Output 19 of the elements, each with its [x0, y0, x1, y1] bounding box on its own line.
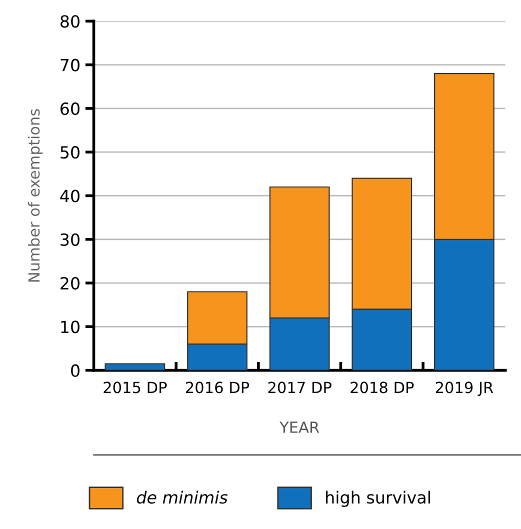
y-tick-label: 50	[60, 146, 80, 159]
y-tick-label: 80	[60, 15, 80, 28]
x-tick-label: 2019 JR	[436, 382, 494, 396]
y-tick-label: 70	[60, 58, 80, 72]
y-tick-label: 40	[60, 190, 80, 202]
x-axis-title: YEAR	[280, 422, 320, 433]
y-tick-label: 60	[60, 102, 80, 116]
x-tick-label: 2016 DP	[186, 382, 250, 394]
legend-label: de minimis	[136, 490, 228, 504]
y-tick-label: 30	[60, 233, 80, 246]
legend-label: high survival	[326, 490, 430, 507]
x-tick-label: 2017 DP	[268, 382, 332, 394]
x-tick-label: 2018 DP	[350, 382, 414, 394]
bar	[104, 363, 166, 370]
y-tick-label: 10	[61, 320, 80, 334]
y-axis-title: Number of exemptions	[28, 109, 43, 282]
x-tick-label: 2015 DP	[104, 382, 167, 394]
y-tick-label: 20	[60, 276, 80, 290]
y-tick-label: 0	[71, 364, 80, 377]
